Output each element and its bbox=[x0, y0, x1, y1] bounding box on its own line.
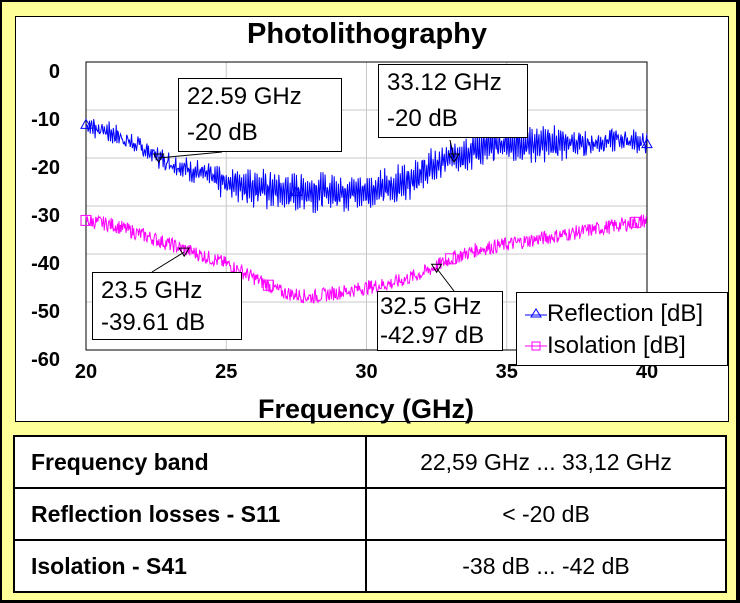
annotation-33-12: 33.12 GHz -20 dB bbox=[378, 64, 528, 138]
data-marker bbox=[641, 137, 653, 149]
row-label: Reflection losses - S11 bbox=[13, 487, 367, 541]
table-row: Frequency band 22,59 GHz ... 33,12 GHz bbox=[13, 435, 727, 489]
x-axis-label: Frequency (GHz) bbox=[257, 394, 475, 424]
legend-label: Reflection [dB] bbox=[547, 300, 704, 327]
specs-table: Frequency band 22,59 GHz ... 33,12 GHz Re… bbox=[13, 435, 727, 593]
data-marker bbox=[445, 253, 457, 265]
y-tick-label: 0 bbox=[49, 61, 60, 83]
x-tick-label: 20 bbox=[75, 361, 97, 383]
series-line-isolation bbox=[85, 213, 648, 304]
x-tick-label: 25 bbox=[215, 361, 237, 383]
annotation-freq: 23.5 GHz bbox=[101, 277, 203, 304]
annotation-marker bbox=[152, 153, 165, 163]
chart-svg: 20 25 30 35 40 0 -10 -20 -30 -40 -50 -60 bbox=[31, 61, 658, 383]
annotation-db: -20 dB bbox=[187, 119, 258, 146]
annotation-leader bbox=[158, 151, 223, 159]
annotation-freq: 33.12 GHz bbox=[387, 69, 502, 96]
annotation-freq: 32.5 GHz bbox=[380, 293, 482, 320]
annotation-db: -20 dB bbox=[387, 105, 458, 132]
legend: Reflection [dB] Isolation [dB] bbox=[516, 292, 728, 366]
annotation-marker bbox=[448, 153, 460, 163]
y-tick-label: -20 bbox=[31, 157, 60, 179]
legend-item-isolation: Isolation [dB] bbox=[525, 331, 686, 361]
data-marker bbox=[80, 118, 92, 129]
annotation-22-59: 22.59 GHz -20 dB bbox=[178, 78, 342, 152]
chart-title: Photolithography bbox=[246, 18, 488, 50]
data-marker bbox=[290, 185, 303, 197]
data-marker bbox=[630, 216, 642, 228]
annotation-freq: 22.59 GHz bbox=[187, 83, 302, 110]
plot-area bbox=[85, 61, 648, 351]
row-value: -38 dB ... -42 dB bbox=[365, 539, 727, 593]
row-label: Frequency band bbox=[13, 435, 367, 489]
row-value: 22,59 GHz ... 33,12 GHz bbox=[365, 435, 727, 489]
legend-label: Isolation [dB] bbox=[547, 332, 686, 359]
x-tick-label: 40 bbox=[636, 361, 658, 383]
annotation-23-5: 23.5 GHz -39.61 dB bbox=[92, 272, 242, 340]
annotation-db: -42.97 dB bbox=[380, 322, 485, 349]
annotation-db: -39.61 dB bbox=[101, 309, 206, 336]
y-tick-label: -60 bbox=[31, 349, 60, 371]
annotation-marker bbox=[430, 263, 443, 274]
y-tick-label: -30 bbox=[31, 205, 60, 227]
table-row: Reflection losses - S11 < -20 dB bbox=[13, 487, 727, 541]
y-tick-label: -40 bbox=[31, 253, 60, 275]
x-tick-label: 35 bbox=[496, 361, 518, 383]
data-marker bbox=[262, 279, 274, 291]
annotation-leader bbox=[449, 139, 455, 159]
data-marker bbox=[80, 214, 92, 226]
y-tick-label: -50 bbox=[31, 301, 60, 323]
y-tick-label: -10 bbox=[31, 109, 60, 131]
row-value: < -20 dB bbox=[365, 487, 727, 541]
square-marker-icon bbox=[525, 341, 547, 351]
annotation-marker bbox=[178, 247, 191, 258]
row-label: Isolation - S41 bbox=[13, 539, 367, 593]
triangle-marker-icon bbox=[525, 308, 547, 318]
series-line-reflection bbox=[85, 119, 648, 214]
legend-item-reflection: Reflection [dB] bbox=[525, 299, 703, 329]
annotation-32-5: 32.5 GHz -42.97 dB bbox=[377, 291, 503, 351]
annotation-leader bbox=[436, 267, 455, 292]
table-row: Isolation - S41 -38 dB ... -42 dB bbox=[13, 539, 727, 593]
x-tick-label: 30 bbox=[355, 361, 377, 383]
annotation-leader bbox=[151, 251, 185, 273]
